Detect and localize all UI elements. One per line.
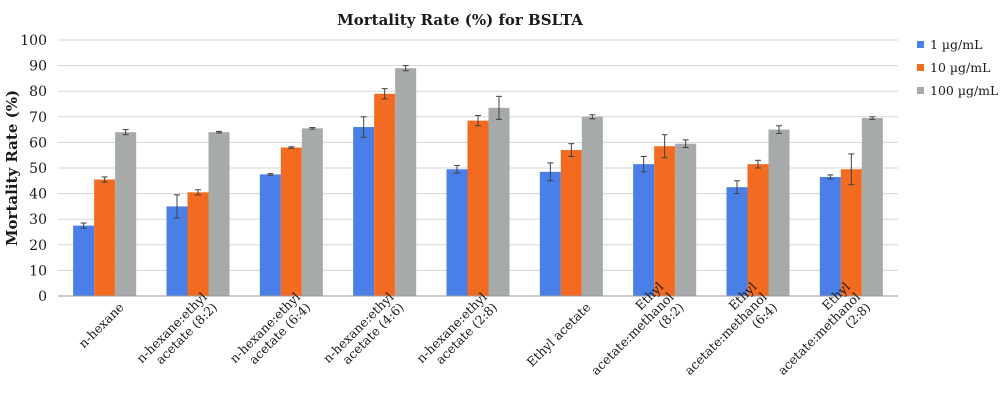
error-bar — [122, 129, 129, 136]
bar — [374, 93, 396, 296]
bar — [353, 127, 375, 296]
bar — [654, 146, 676, 296]
error-bar — [776, 125, 782, 134]
x-category-label: Ethyl acetate — [523, 300, 593, 370]
x-category-label: n-hexane:ethylacetate (6:4) — [227, 289, 314, 376]
y-tick-label: 70 — [29, 110, 47, 126]
chart-title: Mortality Rate (%) for BSLTA — [337, 11, 583, 29]
error-bar — [309, 127, 316, 130]
bar — [73, 225, 95, 296]
error-bar — [360, 116, 367, 138]
legend-label: 10 µg/mL — [930, 60, 990, 75]
error-bar — [174, 194, 180, 219]
bar — [259, 174, 281, 296]
error-bar — [101, 176, 108, 183]
error-bar — [869, 116, 876, 120]
bars — [73, 68, 883, 296]
bar — [467, 120, 489, 296]
bar — [747, 164, 769, 296]
bar — [446, 169, 468, 296]
bar — [726, 187, 748, 296]
y-tick-label: 40 — [29, 187, 47, 203]
error-bar — [80, 222, 87, 229]
bar — [187, 192, 209, 296]
y-tick-label: 90 — [29, 59, 47, 75]
error-bar — [381, 88, 388, 100]
error-bar — [267, 173, 274, 176]
legend-label: 100 µg/mL — [930, 83, 998, 98]
bar — [539, 171, 561, 296]
x-axis-categories: n-hexane n-hexane:ethylacetate (8:2) n-hex… — [75, 279, 873, 378]
bar — [166, 206, 188, 296]
error-bar — [288, 146, 295, 149]
bar — [861, 118, 883, 296]
bar — [488, 107, 510, 296]
error-bar — [195, 189, 201, 196]
error-bar — [216, 130, 222, 134]
error-bar — [827, 174, 834, 180]
y-tick-label: 80 — [29, 84, 47, 100]
error-bar — [568, 143, 575, 157]
bar — [581, 116, 603, 296]
error-bar — [661, 134, 668, 159]
error-bar — [547, 162, 554, 182]
bar — [633, 164, 655, 296]
legend-item: 10 µg/mL — [917, 60, 990, 75]
legend: 1 µg/mL 10 µg/mL 100 µg/mL — [917, 37, 998, 98]
bar — [280, 147, 302, 296]
legend-swatch — [917, 87, 924, 94]
bar — [301, 128, 323, 296]
legend-swatch — [917, 41, 924, 48]
bar — [208, 132, 230, 296]
legend-label: 1 µg/mL — [930, 37, 982, 52]
y-axis-ticks: 0 10 20 30 40 50 60 70 80 90 100 — [20, 33, 47, 305]
y-tick-label: 100 — [20, 33, 47, 49]
y-tick-label: 30 — [29, 212, 47, 228]
error-bar — [402, 65, 409, 72]
y-tick-label: 60 — [29, 135, 47, 151]
error-bar — [475, 115, 481, 127]
legend-swatch — [917, 64, 924, 71]
error-bar — [848, 153, 855, 186]
y-tick-label: 20 — [29, 238, 47, 254]
error-bars — [80, 65, 876, 229]
y-tick-label: 50 — [29, 161, 47, 177]
x-category-label: n-hexane:ethylacetate (2:8) — [413, 289, 500, 376]
error-bar — [734, 180, 740, 195]
error-bar — [589, 114, 596, 120]
y-tick-label: 10 — [29, 263, 47, 279]
bar — [819, 176, 841, 296]
bar — [675, 143, 697, 296]
x-category-label: n-hexane:ethylacetate (4:6) — [320, 289, 407, 376]
bar — [115, 132, 137, 296]
error-bar — [454, 164, 460, 174]
error-bar — [640, 155, 647, 173]
bar — [395, 68, 417, 296]
error-bar — [755, 159, 761, 169]
bar — [840, 169, 862, 296]
x-category-label: n-hexane — [75, 300, 126, 351]
error-bar — [682, 139, 689, 149]
legend-item: 100 µg/mL — [917, 83, 998, 98]
x-category-label: n-hexane:ethylacetate (8:2) — [133, 289, 220, 376]
bar — [560, 150, 582, 296]
y-axis-label: Mortality Rate (%) — [3, 90, 21, 246]
legend-item: 1 µg/mL — [917, 37, 982, 52]
y-tick-label: 0 — [38, 289, 47, 305]
bar — [94, 179, 116, 296]
bar — [768, 129, 790, 296]
error-bar — [496, 95, 502, 120]
